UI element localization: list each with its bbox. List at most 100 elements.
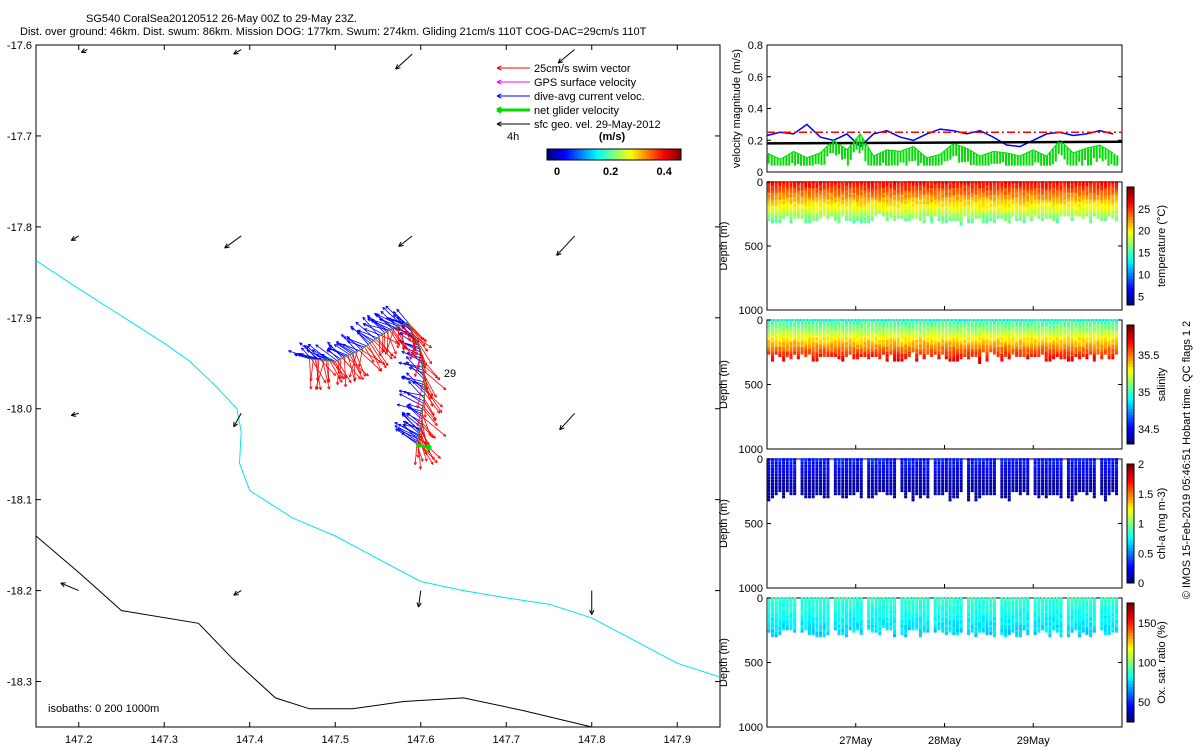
temperature-point (833, 211, 837, 215)
temperature-point (826, 183, 830, 187)
temperature-point (1000, 199, 1004, 203)
chla-point (1089, 476, 1093, 480)
chla-point (1007, 458, 1011, 462)
temperature-colorbar-cell (1127, 251, 1134, 256)
temperature-point (948, 204, 952, 208)
salinity-point (1007, 344, 1011, 348)
salinity-point (1096, 319, 1100, 323)
chla-point (1022, 467, 1026, 471)
salinity-point (826, 349, 830, 353)
salinity-point (907, 335, 911, 339)
temperature-point (1041, 206, 1045, 210)
temperature-point (867, 215, 871, 219)
salinity-point (1059, 326, 1063, 330)
chla-point (1066, 467, 1070, 471)
chla-point (981, 482, 985, 486)
speed-colorbar-cell (643, 149, 646, 160)
temperature-point (974, 188, 978, 192)
temperature-point (937, 197, 941, 201)
speed-colorbar-cell (555, 149, 558, 160)
temperature-point (867, 183, 871, 187)
salinity-point (992, 337, 996, 341)
salinity-point (1026, 344, 1030, 348)
temperature-point (856, 192, 860, 196)
temperature-point (944, 181, 948, 185)
temperature-point (918, 188, 922, 192)
temperature-point (937, 211, 941, 215)
temperature-point (1085, 208, 1089, 212)
temperature-point (859, 201, 863, 205)
salinity-point (856, 330, 860, 334)
speed-colorbar-cell (599, 149, 602, 160)
temperature-point (981, 213, 985, 217)
temperature-point (989, 213, 993, 217)
salinity-point (1055, 351, 1059, 355)
salinity-point (811, 349, 815, 353)
temperature-point (907, 218, 911, 222)
temperature-point (870, 192, 874, 196)
chla-point (793, 458, 797, 462)
salinity-point (852, 340, 856, 344)
temperature-point (807, 206, 811, 210)
salinity-point (1026, 340, 1030, 344)
temperature-point (793, 206, 797, 210)
salinity-point (959, 333, 963, 337)
speed-colorbar-cell (665, 149, 668, 160)
chla-point (870, 461, 874, 465)
salinity-point (1022, 333, 1026, 337)
salinity-colorbar-cell (1127, 411, 1134, 415)
temperature-point (970, 211, 974, 215)
salinity-point (1044, 351, 1048, 355)
salinity-point (974, 349, 978, 353)
temperature-point (930, 190, 934, 194)
chla-point (848, 486, 852, 490)
salinity-point (837, 319, 841, 323)
chla-point (837, 482, 841, 486)
salinity-point (793, 321, 797, 325)
temperature-point (963, 204, 967, 208)
temperature-point (1085, 204, 1089, 208)
salinity-point (1111, 347, 1115, 351)
salinity-point (1033, 319, 1037, 323)
temperature-point (992, 220, 996, 224)
temperature-point (1074, 201, 1078, 205)
oxygen-point (767, 601, 771, 605)
salinity-point (804, 321, 808, 325)
temperature-point (1048, 199, 1052, 203)
chla-point (856, 489, 860, 493)
chla-point (789, 486, 793, 490)
salinity-point (848, 335, 852, 339)
chla-point (881, 482, 885, 486)
chla-point (1107, 492, 1111, 496)
chla-point (1033, 467, 1037, 471)
salinity-point (1096, 351, 1100, 355)
salinity-point (1022, 351, 1026, 355)
salinity-point (796, 319, 800, 323)
salinity-point (967, 333, 971, 337)
salinity-point (804, 333, 808, 337)
salinity-point (833, 323, 837, 327)
salinity-point (1011, 323, 1015, 327)
salinity-point (1007, 319, 1011, 323)
temperature-point (881, 206, 885, 210)
chla-point (785, 464, 789, 468)
salinity-colorbar-cell (1127, 339, 1134, 344)
salinity-point (1096, 323, 1100, 327)
temperature-point (789, 185, 793, 189)
salinity-point (1115, 328, 1119, 332)
temperature-point (1044, 204, 1048, 208)
swim-arrow (378, 336, 382, 357)
temperature-point (1044, 181, 1048, 185)
salinity-point (1070, 333, 1074, 337)
temperature-point (774, 206, 778, 210)
chla-point (1044, 461, 1048, 465)
temperature-point (770, 215, 774, 219)
legend-sfc-label: sfc geo. vel. 29-May-2012 (534, 119, 661, 131)
salinity-point (859, 319, 863, 323)
chla-point (1037, 489, 1041, 493)
salinity-point (952, 337, 956, 341)
chla-point (1089, 464, 1093, 468)
temperature-point (992, 211, 996, 215)
chla-point (911, 486, 915, 490)
salinity-point (1115, 335, 1119, 339)
